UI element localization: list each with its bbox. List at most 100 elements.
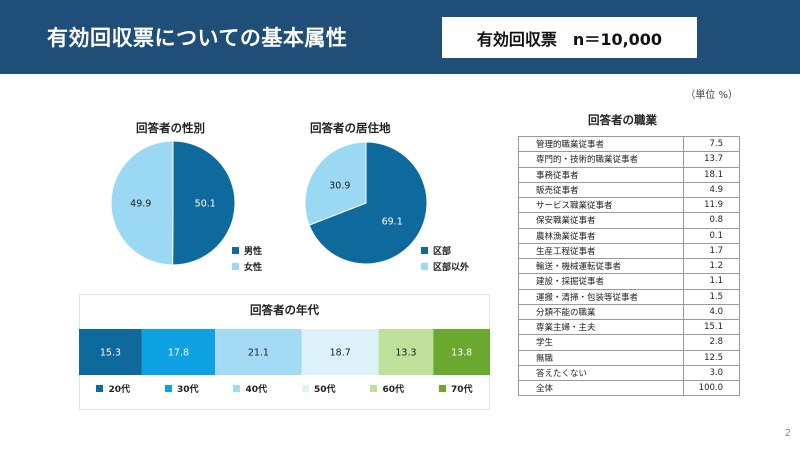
- occupation-value: 1.7: [683, 242, 740, 260]
- residence-slice-label-1: 30.9: [329, 181, 350, 192]
- legend-item-30s: 30代: [148, 382, 217, 395]
- gender-pie-chart: 50.1 49.9: [110, 140, 236, 266]
- occupation-value: 2.8: [683, 334, 740, 351]
- unit-note: （単位 %）: [685, 90, 738, 101]
- legend-item-50s: 50代: [285, 382, 354, 395]
- table-row: 分類不能の職業 4.0: [518, 303, 740, 321]
- occupation-label: 生産工程従事者: [518, 242, 684, 260]
- occupation-label: 無職: [518, 349, 684, 366]
- residence-slice-label-0: 69.1: [382, 216, 403, 227]
- occupation-value: 100.0: [683, 379, 740, 397]
- occupation-label: 運搬・清掃・包装等従事者: [518, 288, 684, 305]
- age-bar-segment-1: [141, 329, 216, 375]
- residence-slice-1: [304, 141, 367, 226]
- legend-swatch-20s: [96, 385, 104, 392]
- age-bar-segment-5: [433, 329, 490, 375]
- residence-chart-title: 回答者の居住地: [310, 121, 391, 135]
- occupation-label: 建設・採掘従事者: [518, 273, 684, 290]
- table-row: 無職 12.5: [518, 349, 740, 366]
- age-chart-title: 回答者の年代: [250, 303, 319, 317]
- legend-swatch-50s: [301, 385, 309, 392]
- occupation-value: 15.1: [683, 318, 740, 336]
- residence-legend: 区部 区部以外: [421, 242, 469, 274]
- residence-slice-0: [308, 141, 428, 265]
- legend-label-male: 男性: [244, 246, 263, 257]
- sample-size-box: 有効回収票 n＝10,000: [441, 16, 698, 59]
- legend-swatch-60s: [370, 385, 378, 392]
- legend-item-outside-ward: 区部以外: [421, 258, 469, 274]
- legend-item-ward: 区部: [421, 242, 469, 258]
- table-row: 輸送・機械運転従事者 1.2: [518, 257, 740, 275]
- legend-item-70s: 70代: [422, 382, 491, 395]
- occupation-table-title: 回答者の職業: [588, 113, 657, 127]
- age-bar-label-5: 13.8: [451, 348, 472, 359]
- legend-label-50s: 50代: [313, 385, 336, 395]
- occupation-value: 4.0: [683, 303, 740, 321]
- occupation-label: サービス職業従事者: [518, 196, 684, 214]
- legend-swatch-70s: [438, 385, 446, 392]
- gender-chart-title: 回答者の性別: [136, 121, 205, 135]
- legend-item-male: 男性: [232, 242, 262, 258]
- legend-swatch-female: [232, 262, 239, 270]
- legend-label-30s: 30代: [176, 385, 199, 395]
- occupation-label: 分類不能の職業: [518, 303, 684, 321]
- legend-label-60s: 60代: [382, 385, 405, 395]
- age-stacked-bar: 15.3 17.8 21.1 18.7 13.3 13.8: [79, 329, 490, 375]
- age-bar-segment-3: [301, 329, 379, 375]
- legend-item-40s: 40代: [216, 382, 285, 395]
- legend-item-60s: 60代: [353, 382, 422, 395]
- table-row: 事務従事者 18.1: [518, 166, 740, 183]
- legend-label-ward: 区部: [433, 246, 452, 257]
- table-row: 農林漁業従事者 0.1: [518, 227, 740, 244]
- occupation-value: 0.1: [683, 227, 740, 244]
- occupation-table: 管理的職業従事者 7.5 専門的・技術的職業従事者 13.7 事務従事者 18.1 販売従事…: [518, 135, 740, 397]
- table-row: 答えたくない 3.0: [518, 364, 740, 382]
- occupation-value: 3.0: [683, 364, 740, 382]
- table-row: 全体 100.0: [518, 379, 740, 397]
- occupation-label: 管理的職業従事者: [518, 135, 684, 153]
- residence-pie-chart: 69.1 30.9: [304, 141, 428, 265]
- age-bar-label-2: 21.1: [248, 348, 269, 359]
- gender-slice-label-0: 50.1: [195, 199, 216, 210]
- table-row: 保安職業従事者 0.8: [518, 212, 740, 229]
- legend-label-40s: 40代: [245, 385, 268, 395]
- legend-swatch-male: [232, 246, 239, 254]
- occupation-label: 保安職業従事者: [518, 212, 684, 229]
- age-bar-label-3: 18.7: [330, 348, 351, 359]
- legend-swatch-30s: [164, 385, 172, 392]
- occupation-value: 1.1: [683, 273, 740, 290]
- occupation-value: 1.2: [683, 257, 740, 275]
- legend-item-20s: 20代: [79, 382, 148, 395]
- page-title: 有効回収票についての基本属性: [47, 26, 348, 50]
- legend-label-outside-ward: 区部以外: [433, 262, 470, 273]
- sample-size-label: 有効回収票 n＝10,000: [476, 29, 663, 49]
- occupation-label: 学生: [518, 334, 684, 351]
- age-bar-label-1: 17.8: [168, 348, 189, 359]
- occupation-label: 農林漁業従事者: [518, 227, 684, 244]
- table-row: 運搬・清掃・包装等従事者 1.5: [518, 288, 740, 305]
- legend-label-70s: 70代: [450, 385, 473, 395]
- legend-label-female: 女性: [244, 262, 263, 273]
- table-row: 建設・採掘従事者 1.1: [518, 273, 740, 290]
- occupation-value: 4.9: [683, 181, 740, 199]
- occupation-value: 0.8: [683, 212, 740, 229]
- age-bar-segment-4: [378, 329, 434, 375]
- occupation-label: 輸送・機械運転従事者: [518, 257, 684, 275]
- occupation-label: 専門的・技術的職業従事者: [518, 151, 684, 168]
- legend-swatch-outside-ward: [421, 262, 428, 270]
- occupation-label: 答えたくない: [518, 364, 684, 382]
- table-row: 販売従事者 4.9: [518, 181, 740, 199]
- table-row: 管理的職業従事者 7.5: [518, 135, 740, 153]
- legend-label-20s: 20代: [108, 385, 131, 395]
- occupation-value: 13.7: [683, 151, 740, 168]
- gender-slice-label-1: 49.9: [130, 198, 151, 209]
- page-number: 2: [784, 428, 791, 439]
- legend-swatch-ward: [421, 246, 428, 254]
- age-bar-segment-0: [79, 329, 142, 375]
- occupation-value: 11.9: [683, 196, 740, 214]
- age-bar-label-0: 15.3: [100, 348, 121, 359]
- occupation-label: 専業主婦・主夫: [518, 318, 684, 336]
- table-row: 生産工程従事者 1.7: [518, 242, 740, 260]
- table-row: 専門的・技術的職業従事者 13.7: [518, 151, 740, 168]
- table-row: サービス職業従事者 11.9: [518, 196, 740, 214]
